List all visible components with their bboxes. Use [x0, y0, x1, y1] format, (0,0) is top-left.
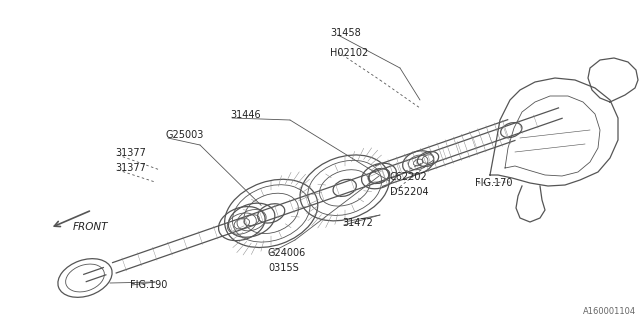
- Text: FRONT: FRONT: [73, 222, 109, 232]
- Text: FIG.170: FIG.170: [475, 178, 513, 188]
- Text: 31446: 31446: [230, 110, 260, 120]
- Text: C62202: C62202: [390, 172, 428, 182]
- Text: G24006: G24006: [268, 248, 307, 258]
- Text: D52204: D52204: [390, 187, 429, 197]
- Text: A160001104: A160001104: [583, 307, 636, 316]
- Text: 31458: 31458: [330, 28, 361, 38]
- Text: 31377: 31377: [115, 148, 146, 158]
- Text: 31472: 31472: [342, 218, 373, 228]
- Text: 0315S: 0315S: [268, 263, 299, 273]
- Text: FIG.190: FIG.190: [130, 280, 168, 290]
- Text: 31377: 31377: [115, 163, 146, 173]
- Text: H02102: H02102: [330, 48, 368, 58]
- Text: G25003: G25003: [165, 130, 204, 140]
